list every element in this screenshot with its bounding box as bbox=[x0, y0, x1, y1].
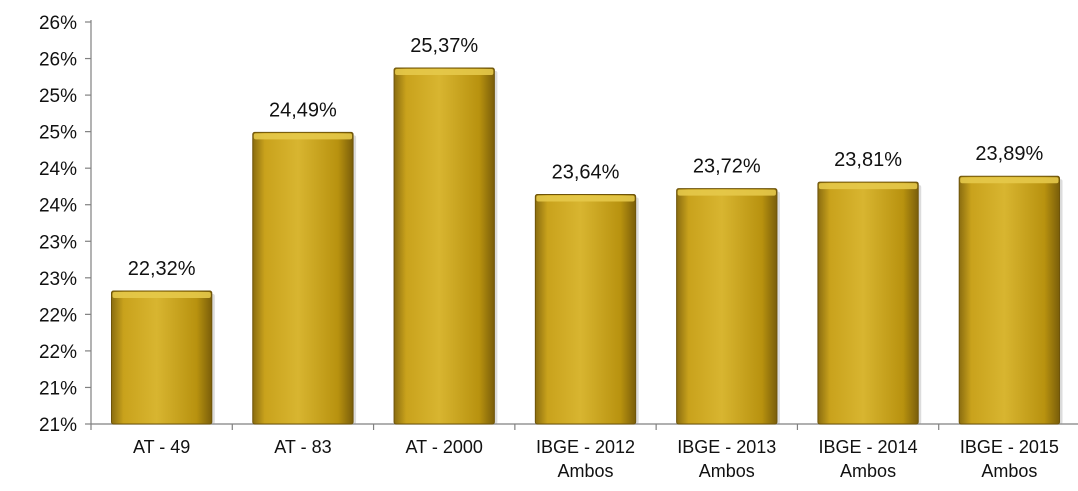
bar bbox=[393, 67, 495, 425]
y-tick-label: 23% bbox=[39, 232, 77, 253]
category-label: IBGE - 2012 bbox=[536, 437, 635, 457]
category-label: Ambos bbox=[699, 461, 755, 481]
bar-top-highlight bbox=[253, 133, 353, 140]
x-axis: AT - 49 AT - 83 AT - 2000 IBGE - 2012 Ambos I… bbox=[90, 423, 1078, 481]
y-tick-label: 21% bbox=[39, 415, 77, 436]
bar-top-highlight bbox=[818, 183, 918, 190]
category-label: Ambos bbox=[981, 461, 1037, 481]
data-labels: 22,32% 24,49% 25,37% 23,64% 23,72% 23,81% 23,8… bbox=[128, 35, 1044, 280]
bar-top-highlight bbox=[112, 291, 211, 298]
y-tick-label: 25% bbox=[39, 86, 77, 107]
category-label: AT - 49 bbox=[133, 437, 190, 457]
y-tick-label: 24% bbox=[39, 196, 77, 217]
bar-top-highlight bbox=[395, 69, 494, 76]
category-label: IBGE - 2015 bbox=[960, 437, 1059, 457]
data-label: 22,32% bbox=[128, 258, 196, 280]
y-tick-label: 23% bbox=[39, 269, 77, 290]
category-label: AT - 83 bbox=[274, 437, 331, 457]
bar bbox=[252, 131, 354, 425]
category-label: IBGE - 2013 bbox=[677, 437, 776, 457]
bar bbox=[958, 175, 1061, 425]
bars bbox=[110, 67, 1063, 425]
bar bbox=[817, 181, 919, 425]
bar bbox=[110, 290, 213, 425]
data-label: 23,72% bbox=[693, 156, 761, 178]
y-tick-label: 22% bbox=[39, 305, 77, 326]
bar bbox=[534, 193, 637, 425]
bar-top-highlight bbox=[536, 195, 635, 202]
bar-top-highlight bbox=[960, 177, 1059, 184]
data-label: 24,49% bbox=[269, 99, 337, 121]
bar-top-highlight bbox=[677, 189, 776, 196]
y-tick-label: 26% bbox=[39, 50, 77, 71]
bar bbox=[676, 188, 778, 425]
y-tick-label: 24% bbox=[39, 159, 77, 180]
y-axis: 21% 21% 22% 22% 23% 23% 24% 24% 25% 25% 26% 26% bbox=[39, 13, 92, 436]
data-label: 23,89% bbox=[975, 143, 1043, 165]
category-label: AT - 2000 bbox=[406, 437, 483, 457]
category-label: Ambos bbox=[557, 461, 613, 481]
category-label: Ambos bbox=[840, 461, 896, 481]
y-tick-label: 21% bbox=[39, 378, 77, 399]
y-tick-label: 25% bbox=[39, 123, 77, 144]
y-tick-label: 22% bbox=[39, 342, 77, 363]
y-tick-label: 26% bbox=[39, 13, 77, 34]
data-label: 23,64% bbox=[552, 161, 620, 183]
category-label: IBGE - 2014 bbox=[819, 437, 918, 457]
data-label: 23,81% bbox=[834, 149, 902, 171]
data-label: 25,37% bbox=[410, 35, 478, 57]
